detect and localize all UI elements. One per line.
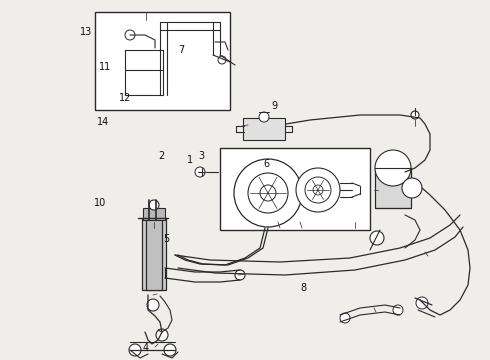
Text: 14: 14	[97, 117, 109, 127]
Circle shape	[164, 344, 176, 356]
Text: 4: 4	[143, 343, 149, 354]
Circle shape	[235, 270, 245, 280]
Circle shape	[402, 178, 422, 198]
Bar	[143, 208, 165, 220]
Circle shape	[218, 56, 226, 64]
Text: 1: 1	[187, 155, 193, 165]
Text: 12: 12	[119, 93, 131, 103]
Text: 2: 2	[159, 150, 165, 161]
Text: 5: 5	[164, 234, 170, 244]
Bar	[375, 168, 411, 208]
Text: 11: 11	[99, 62, 112, 72]
Bar	[95, 12, 230, 110]
Circle shape	[411, 111, 419, 119]
Circle shape	[234, 159, 302, 227]
Circle shape	[370, 231, 384, 245]
Circle shape	[129, 344, 141, 356]
Circle shape	[340, 313, 350, 323]
Circle shape	[156, 329, 168, 341]
Bar	[220, 148, 370, 230]
Text: 6: 6	[263, 159, 269, 169]
Bar	[146, 218, 162, 290]
Text: 9: 9	[271, 101, 277, 111]
Bar	[142, 218, 166, 290]
Text: 13: 13	[79, 27, 92, 37]
Circle shape	[248, 173, 288, 213]
Text: 7: 7	[178, 45, 184, 55]
Text: 10: 10	[94, 198, 107, 208]
Circle shape	[393, 305, 403, 315]
Circle shape	[416, 297, 428, 309]
Circle shape	[305, 177, 331, 203]
Circle shape	[260, 185, 276, 201]
Circle shape	[375, 150, 411, 186]
Circle shape	[313, 185, 323, 195]
Circle shape	[195, 167, 205, 177]
Text: 8: 8	[301, 283, 307, 293]
Circle shape	[147, 299, 159, 311]
Circle shape	[296, 168, 340, 212]
Circle shape	[149, 200, 159, 210]
Bar	[243, 118, 285, 140]
Text: 3: 3	[198, 150, 204, 161]
Circle shape	[125, 30, 135, 40]
Circle shape	[259, 112, 269, 122]
